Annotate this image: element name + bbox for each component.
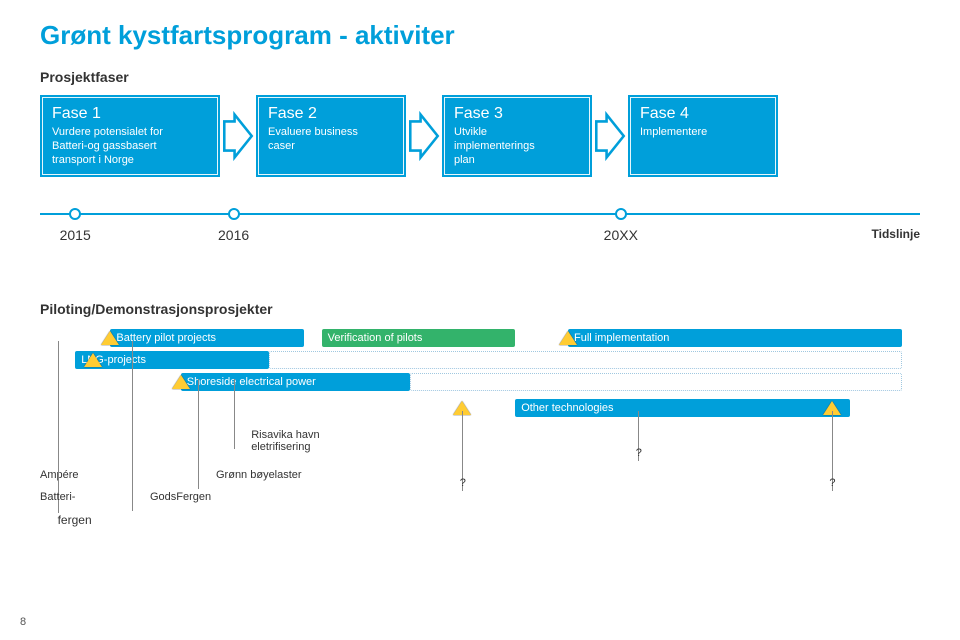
phases-subtitle: Prosjektfaser bbox=[40, 69, 920, 85]
gantt-vlabel: Ampére bbox=[40, 469, 79, 481]
phase-arrow-icon bbox=[592, 95, 628, 177]
timeline-label: 20XX bbox=[604, 227, 638, 243]
gantt-bar-verification: Verification of pilots bbox=[322, 329, 516, 347]
phase-box-2: Fase 2 Evaluere business caser bbox=[256, 95, 406, 177]
timeline-point bbox=[228, 208, 240, 220]
phase-title: Fase 2 bbox=[268, 105, 394, 123]
phase-row: Fase 1 Vurdere potensialet for Batteri-og… bbox=[40, 95, 920, 177]
gantt-bar-outline bbox=[410, 373, 903, 391]
piloting-title: Piloting/Demonstrasjonsprosjekter bbox=[40, 301, 920, 317]
phase-arrow-icon bbox=[220, 95, 256, 177]
phase-desc: Implementere bbox=[640, 126, 766, 140]
gantt-vlabel: Risavika havn eletrifisering bbox=[251, 429, 319, 453]
gantt-bar-othertech: Other technologies bbox=[515, 399, 849, 417]
gantt-bar-lng: LNG-projects bbox=[75, 351, 269, 369]
timeline-label: 2016 bbox=[218, 227, 249, 243]
phase-desc: Vurdere potensialet for Batteri-og gassb… bbox=[52, 126, 208, 167]
page-title: Grønt kystfartsprogram - aktiviter bbox=[40, 20, 920, 51]
phase-box-4: Fase 4 Implementere bbox=[628, 95, 778, 177]
phase-arrow-icon bbox=[406, 95, 442, 177]
gantt-vline bbox=[132, 341, 133, 511]
timeline-label: 2015 bbox=[60, 227, 91, 243]
gantt-vline bbox=[58, 341, 59, 513]
phase-desc: Utvikle implementerings plan bbox=[454, 126, 580, 167]
gantt-bar-battery: Battery pilot projects bbox=[110, 329, 304, 347]
timeline-line bbox=[40, 213, 920, 215]
timeline-right-label: Tidslinje bbox=[872, 227, 920, 241]
timeline: 2015 2016 20XX Tidslinje bbox=[40, 201, 920, 271]
gantt-extra-below: fergen bbox=[58, 513, 92, 527]
gantt-vlabel: Batteri- bbox=[40, 491, 75, 503]
milestone-icon bbox=[101, 331, 119, 345]
phase-desc: Evaluere business caser bbox=[268, 126, 394, 154]
gantt-vlabel: ? bbox=[636, 447, 642, 459]
timeline-point bbox=[615, 208, 627, 220]
gantt-bar-fullimpl: Full implementation bbox=[568, 329, 902, 347]
milestone-icon bbox=[84, 353, 102, 367]
gantt-bar-outline bbox=[269, 351, 903, 369]
gantt-bar-shoreside: Shoreside electrical power bbox=[181, 373, 410, 391]
gantt-vline bbox=[234, 379, 235, 449]
timeline-point bbox=[69, 208, 81, 220]
gantt-vlabel: GodsFergen bbox=[150, 491, 211, 503]
phase-title: Fase 4 bbox=[640, 105, 766, 123]
gantt-vlabel: Grønn bøyelaster bbox=[216, 469, 302, 481]
gantt-chart: Battery pilot projects Verification of pi… bbox=[40, 329, 920, 559]
gantt-vlabel: ? bbox=[829, 477, 835, 489]
phase-box-3: Fase 3 Utvikle implementerings plan bbox=[442, 95, 592, 177]
gantt-vline bbox=[198, 379, 199, 489]
page-number: 8 bbox=[20, 616, 26, 628]
phase-title: Fase 1 bbox=[52, 105, 208, 123]
phase-title: Fase 3 bbox=[454, 105, 580, 123]
gantt-vlabel: ? bbox=[460, 477, 466, 489]
milestone-icon bbox=[172, 375, 190, 389]
phase-box-1: Fase 1 Vurdere potensialet for Batteri-og… bbox=[40, 95, 220, 177]
milestone-icon bbox=[559, 331, 577, 345]
